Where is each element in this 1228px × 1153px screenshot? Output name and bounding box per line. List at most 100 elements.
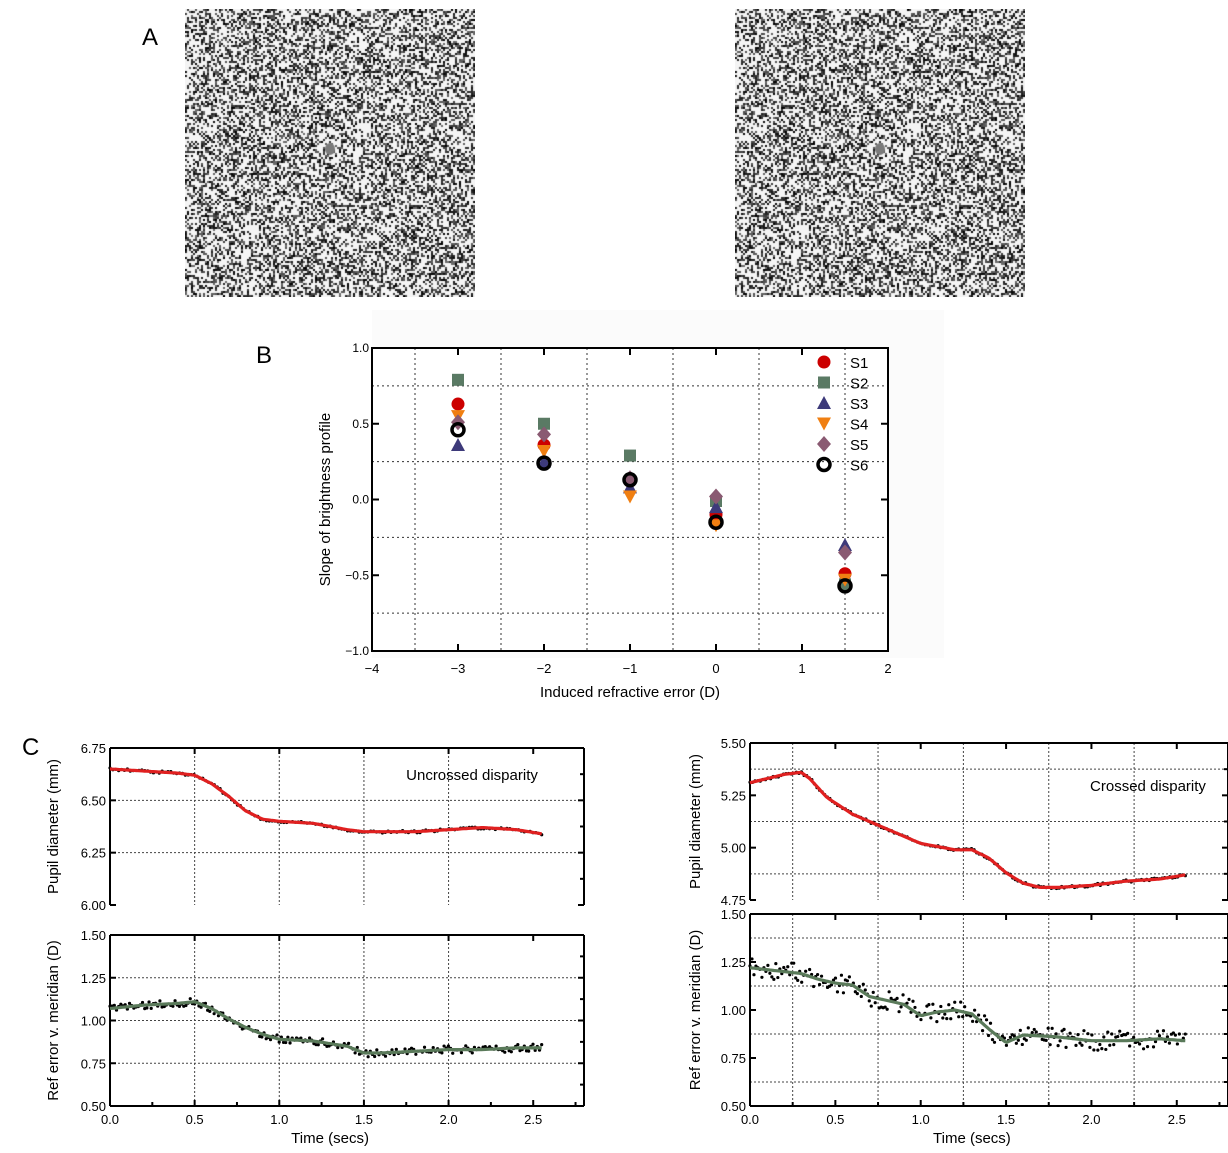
sample-dot <box>307 1036 312 1040</box>
sample-dot <box>794 976 798 980</box>
pupil-chart-uncrossed: 6.75 6.50 6.25 6.00 Pupil diameter (mm) Uncro… <box>45 741 585 913</box>
y-tick-label: 6.00 <box>81 898 106 913</box>
sample-dot <box>766 963 770 967</box>
smoothed-trace <box>109 1000 542 1055</box>
sample-dot <box>383 1054 388 1058</box>
sample-dot <box>959 1000 963 1004</box>
x-axis-label: Time (secs) <box>291 1130 369 1147</box>
sample-dot <box>1110 1032 1114 1036</box>
data-point-s6 <box>837 578 853 594</box>
sample-dot <box>1088 1045 1092 1049</box>
sample-dot <box>804 969 808 973</box>
y-tick-label: 0.0 <box>352 493 369 507</box>
y-axis-label: Ref error v. meridian (D) <box>45 940 62 1101</box>
sample-dot <box>971 1019 975 1023</box>
sample-dot <box>212 1012 216 1016</box>
sample-dot <box>1100 1047 1104 1051</box>
sample-dot <box>1173 1033 1177 1037</box>
x-tick-label: 1.0 <box>912 1112 930 1127</box>
y-tick-label: 6.50 <box>81 793 106 808</box>
sample-dot <box>414 1052 418 1056</box>
data-point-s4 <box>537 445 551 459</box>
y-tick-label: 1.25 <box>81 971 106 986</box>
data-point-s5 <box>709 488 723 505</box>
sample-dot <box>905 1001 909 1005</box>
panel-a-label: A <box>142 24 159 51</box>
sample-dot <box>199 1005 203 1009</box>
sample-dot <box>1153 1039 1158 1044</box>
sample-dot <box>268 1037 273 1042</box>
sample-dot <box>1018 1028 1022 1032</box>
x-tick-label: 1.5 <box>355 1112 373 1127</box>
legend-marker-s2 <box>818 376 830 389</box>
sample-dot <box>1044 1038 1048 1042</box>
sample-dot <box>889 996 893 1000</box>
sample-dot <box>147 1000 151 1004</box>
data-point-s1 <box>451 397 465 411</box>
x-tick-label: 1.0 <box>270 1112 288 1127</box>
sample-dot <box>533 1048 537 1052</box>
sample-dot <box>1068 1031 1072 1035</box>
data-point-s6 <box>708 514 724 530</box>
sample-dot <box>422 1045 427 1049</box>
sample-dot <box>990 1038 995 1042</box>
sample-dot <box>980 1029 985 1033</box>
sample-dot <box>1014 1041 1018 1045</box>
sample-dot <box>373 1054 377 1059</box>
x-tick-label: −4 <box>365 661 380 676</box>
data-point-s6 <box>622 472 638 488</box>
x-axis-label: Time (secs) <box>933 1130 1011 1147</box>
sample-dot <box>819 974 824 978</box>
sample-dot <box>1020 1042 1024 1047</box>
sample-dot <box>1082 1029 1086 1033</box>
y-tick-label: 1.00 <box>721 1003 746 1018</box>
x-tick-label: 2.0 <box>1082 1112 1100 1127</box>
sample-dot <box>943 1012 947 1016</box>
sample-dot <box>887 990 891 994</box>
y-tick-label: 0.50 <box>721 1099 746 1114</box>
sample-dot <box>829 983 834 987</box>
data-point-s2 <box>538 417 550 430</box>
sample-dot <box>939 1004 943 1009</box>
sample-dot <box>839 973 844 977</box>
panel-b-label: B <box>256 342 273 369</box>
sample-dot <box>394 1047 398 1051</box>
sample-dot <box>935 1019 939 1024</box>
sample-dot <box>1074 1043 1078 1047</box>
sample-dot <box>855 992 859 996</box>
x-tick-label: 2.5 <box>524 1112 542 1127</box>
x-tick-label: 0 <box>712 661 719 676</box>
sample-dot <box>895 996 899 1000</box>
sample-dot <box>976 1013 981 1017</box>
sample-dot <box>1104 1047 1108 1052</box>
sample-dot <box>869 1004 873 1008</box>
legend-marker-s3 <box>817 396 831 409</box>
sample-dot <box>992 1040 997 1044</box>
sample-dot <box>1116 1034 1120 1039</box>
sample-dot <box>353 1051 357 1055</box>
sample-dot <box>911 999 915 1003</box>
sample-dot <box>208 1009 212 1013</box>
sample-dot <box>800 980 804 984</box>
y-tick-label: 4.75 <box>721 893 746 908</box>
sample-dot <box>277 1040 281 1044</box>
sample-dot <box>901 993 905 997</box>
sample-dot <box>949 1017 953 1021</box>
sample-dot <box>1108 1043 1112 1047</box>
sample-dot <box>871 990 875 994</box>
sample-dot <box>957 1015 961 1019</box>
annotation-label: Uncrossed disparity <box>406 767 538 784</box>
data-point-s4 <box>623 490 637 504</box>
sample-dot <box>885 1007 889 1011</box>
random-dot-stereogram-right <box>735 9 1025 297</box>
sample-dot <box>927 1003 931 1007</box>
sample-dot <box>470 1051 474 1055</box>
sample-dot <box>1078 1041 1082 1045</box>
sample-dot <box>929 1016 933 1020</box>
sample-dot <box>1062 1027 1066 1032</box>
x-tick-label: 2 <box>884 661 891 676</box>
sample-dot <box>1132 1035 1136 1039</box>
sample-dot <box>171 1004 175 1008</box>
x-tick-label: −1 <box>623 661 638 676</box>
